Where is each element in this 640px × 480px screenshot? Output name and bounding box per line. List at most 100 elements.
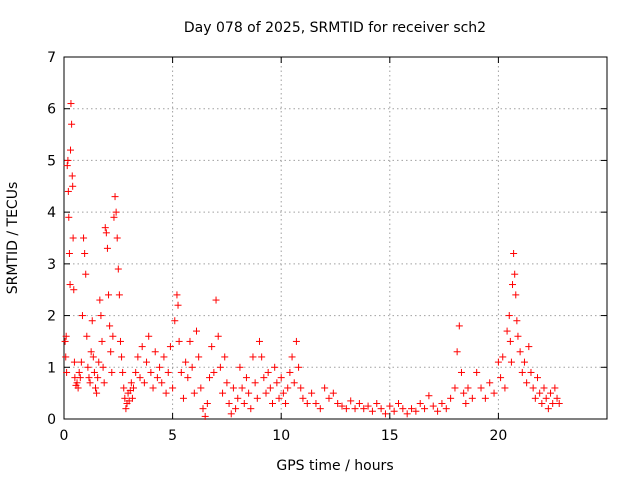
data-point <box>95 358 103 366</box>
data-point <box>67 100 75 108</box>
data-point <box>66 281 74 289</box>
data-point <box>61 337 69 345</box>
data-point <box>253 394 261 402</box>
y-tick-label: 6 <box>47 102 56 118</box>
x-tick-label: 5 <box>168 428 177 444</box>
data-point <box>499 353 507 361</box>
data-point <box>210 368 218 376</box>
data-point <box>156 363 164 371</box>
data-point <box>177 368 185 376</box>
data-point <box>221 353 229 361</box>
data-point <box>520 358 528 366</box>
data-point <box>192 327 200 335</box>
data-point <box>477 384 485 392</box>
data-point <box>497 374 505 382</box>
data-point <box>147 368 155 376</box>
data-point <box>242 374 250 382</box>
data-point <box>62 332 70 340</box>
data-point <box>490 389 498 397</box>
data-point <box>390 407 398 415</box>
data-point <box>105 291 113 299</box>
data-point <box>245 389 253 397</box>
data-point <box>329 389 337 397</box>
y-tick-label: 0 <box>47 412 56 428</box>
data-point <box>120 384 128 392</box>
data-point <box>303 399 311 407</box>
data-point <box>99 363 107 371</box>
data-point <box>264 368 272 376</box>
data-point <box>118 353 126 361</box>
data-point <box>399 405 407 413</box>
data-point <box>188 363 196 371</box>
data-point <box>408 405 416 413</box>
data-point <box>153 374 161 382</box>
data-point <box>262 389 270 397</box>
data-point <box>68 120 76 128</box>
data-point <box>116 337 124 345</box>
data-point <box>258 353 266 361</box>
data-point <box>514 332 522 340</box>
data-point <box>455 322 463 330</box>
data-point <box>186 337 194 345</box>
data-point <box>73 379 81 387</box>
data-point <box>214 332 222 340</box>
data-point <box>109 332 117 340</box>
data-point <box>69 182 77 190</box>
data-point <box>88 317 96 325</box>
x-tick-label: 15 <box>381 428 399 444</box>
data-point <box>540 384 548 392</box>
data-point <box>90 368 98 376</box>
data-point <box>64 187 72 195</box>
data-point <box>447 394 455 402</box>
data-point <box>453 348 461 356</box>
data-point <box>553 394 561 402</box>
x-axis-label: GPS time / hours <box>276 458 393 474</box>
data-point <box>503 327 511 335</box>
data-point <box>225 399 233 407</box>
data-point <box>93 389 101 397</box>
data-point <box>63 162 71 170</box>
data-point <box>85 374 93 382</box>
data-point <box>86 379 94 387</box>
data-point <box>84 363 92 371</box>
data-point <box>238 384 246 392</box>
data-point <box>506 337 514 345</box>
data-point <box>114 265 122 273</box>
y-axis-label: SRMTID / TECUs <box>5 182 21 295</box>
data-point <box>434 407 442 415</box>
data-point <box>130 384 138 392</box>
data-point <box>103 244 111 252</box>
data-point <box>145 332 153 340</box>
data-point <box>457 368 465 376</box>
data-point <box>65 213 73 221</box>
data-point <box>201 412 209 420</box>
data-point <box>481 394 489 402</box>
data-point <box>494 358 502 366</box>
data-point <box>284 384 292 392</box>
data-point <box>94 374 102 382</box>
data-point <box>260 374 268 382</box>
data-point <box>338 402 346 410</box>
y-tick-label: 5 <box>47 153 56 169</box>
data-point <box>203 399 211 407</box>
data-point <box>355 399 363 407</box>
data-point <box>62 353 70 361</box>
data-point <box>199 405 207 413</box>
data-point <box>108 368 116 376</box>
data-point <box>542 394 550 402</box>
data-point <box>290 379 298 387</box>
data-point <box>115 291 123 299</box>
data-point <box>462 399 470 407</box>
data-point <box>122 405 130 413</box>
data-point <box>195 353 203 361</box>
data-point <box>255 337 263 345</box>
data-point <box>373 399 381 407</box>
data-point <box>529 384 537 392</box>
data-point <box>468 394 476 402</box>
data-point <box>425 392 433 400</box>
data-point <box>184 374 192 382</box>
y-tick-label: 4 <box>47 205 56 221</box>
data-point <box>102 229 110 237</box>
data-point <box>111 193 119 201</box>
